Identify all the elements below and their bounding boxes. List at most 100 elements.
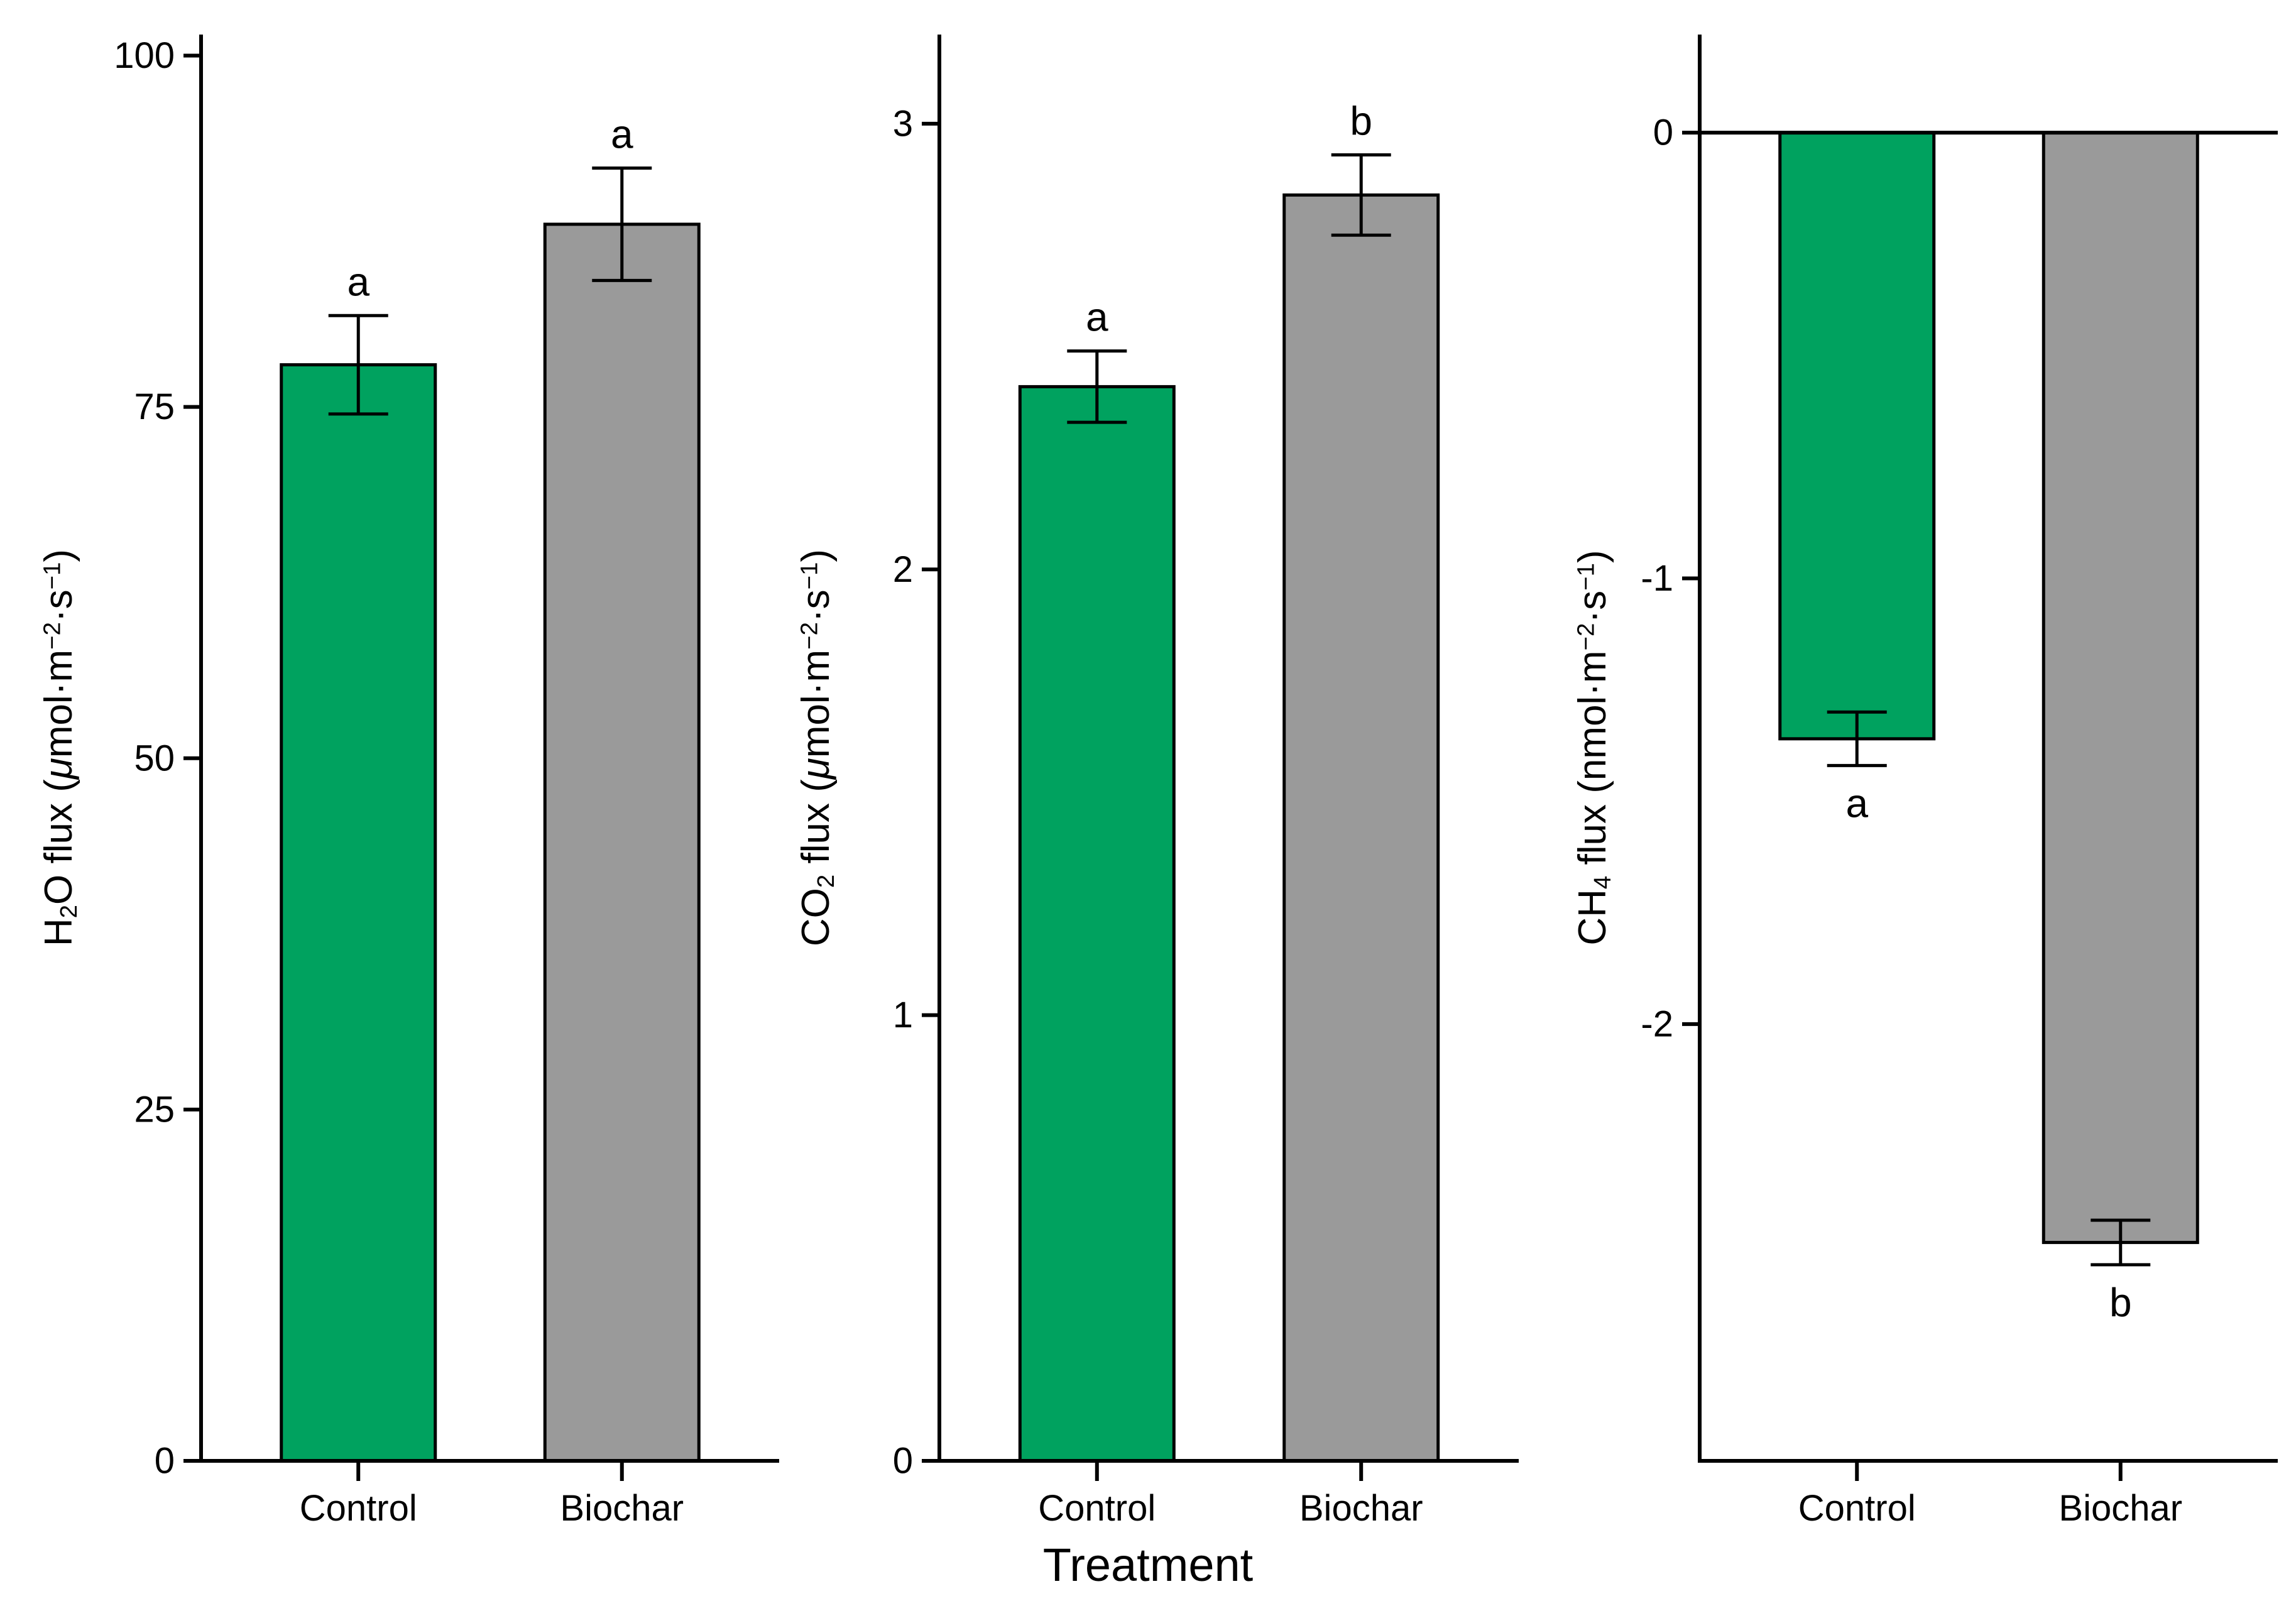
- sig-letter-h2o-flux-control: a: [347, 259, 369, 304]
- label-char: f: [1571, 854, 1615, 865]
- y-tick-label-ch4-flux-0: 0: [1653, 112, 1673, 153]
- bar-control-co2-flux: [1018, 385, 1176, 1463]
- label-char: l: [794, 695, 838, 704]
- label-char: o: [1571, 704, 1615, 726]
- label-char: (: [794, 779, 838, 792]
- x-axis-label-treatment: Treatment: [1042, 1539, 1254, 1591]
- superscript-char: −: [795, 635, 823, 650]
- label-char: ): [794, 549, 838, 562]
- label-char: O: [794, 888, 838, 919]
- label-char: ·: [794, 609, 838, 623]
- label-char: m: [37, 725, 81, 758]
- label-char: C: [794, 918, 838, 947]
- label-char: [794, 792, 838, 803]
- y-tick-label-h2o-flux-0: 0: [155, 1441, 175, 1482]
- superscript-char: 2: [1572, 623, 1600, 636]
- bar-biochar-h2o-flux: [543, 222, 701, 1463]
- label-char: [37, 863, 80, 874]
- y-tick-label-h2o-flux-25: 25: [134, 1089, 175, 1130]
- y-tick-label-co2-flux-3: 3: [893, 103, 913, 144]
- x-tick-label-co2-flux-control: Control: [1038, 1488, 1156, 1529]
- label-char: u: [37, 822, 81, 844]
- label-char: (: [37, 779, 81, 792]
- sig-letter-co2-flux-biochar: b: [1350, 99, 1372, 144]
- superscript-char: −: [1572, 636, 1600, 651]
- superscript-char: 2: [38, 622, 66, 636]
- label-char: o: [794, 703, 838, 726]
- y-tick-label-ch4-flux--2: -2: [1641, 1003, 1673, 1044]
- label-char: m: [37, 649, 81, 682]
- superscript-char: −: [1572, 576, 1600, 591]
- label-char: [794, 863, 838, 874]
- label-char: l: [794, 844, 838, 853]
- label-char: o: [37, 703, 81, 726]
- panel-ch4-flux: 0 -1 -2 Control Biochar a b: [1641, 35, 2278, 1529]
- subscript-char: 2: [812, 874, 839, 888]
- label-char: l: [37, 695, 81, 704]
- mu-char: μ: [37, 758, 81, 780]
- label-char: x: [37, 802, 81, 822]
- y-tick-label-co2-flux-1: 1: [893, 995, 913, 1035]
- x-tick-label-h2o-flux-control: Control: [300, 1488, 417, 1529]
- label-char: x: [1571, 804, 1615, 824]
- sig-letter-ch4-flux-control: a: [1845, 780, 1868, 826]
- sig-letter-ch4-flux-biochar: b: [2109, 1280, 2132, 1325]
- mu-char: μ: [794, 758, 838, 780]
- bar-biochar-co2-flux: [1282, 193, 1440, 1463]
- label-char: [1571, 794, 1614, 804]
- y-tick-label-h2o-flux-100: 100: [114, 35, 175, 76]
- label-char: ·: [37, 609, 81, 623]
- label-char: l: [1571, 845, 1615, 855]
- label-char: m: [794, 725, 838, 758]
- label-char: (: [1571, 780, 1615, 794]
- label-char: ·: [1571, 683, 1615, 696]
- superscript-char: −: [795, 575, 823, 590]
- label-char: s: [1571, 590, 1615, 610]
- sig-letter-co2-flux-control: a: [1086, 295, 1108, 340]
- label-char: l: [37, 844, 81, 853]
- panel-co2-flux: 0 1 2 3 Control Biochar a b: [893, 35, 1519, 1529]
- label-char: O: [37, 874, 81, 905]
- bar-biochar-ch4-flux: [2042, 131, 2199, 1244]
- label-char: [1571, 865, 1614, 875]
- x-tick-label-ch4-flux-biochar: Biochar: [2058, 1488, 2182, 1529]
- label-char: H: [37, 918, 81, 947]
- sig-letter-h2o-flux-biochar: a: [611, 111, 633, 156]
- superscript-char: 1: [1572, 563, 1600, 577]
- panel-h2o-flux: 0 25 50 75 100 Control Biochar a a: [114, 35, 779, 1529]
- label-char: n: [1571, 758, 1615, 781]
- y-tick-label-h2o-flux-75: 75: [134, 386, 175, 427]
- label-char: x: [794, 802, 838, 822]
- label-char: ): [1571, 550, 1615, 564]
- y-axis-label-co2-flux: CO2 flux (μmol·m−2·s−1): [794, 549, 840, 946]
- subscript-char: 2: [55, 904, 82, 919]
- bar-control-h2o-flux: [280, 363, 437, 1463]
- y-tick-label-h2o-flux-50: 50: [134, 738, 175, 778]
- label-char: ): [37, 549, 81, 562]
- label-char: C: [1571, 917, 1615, 946]
- y-axis-label-ch4-flux: CH4 flux (nmol·m−2·s−1): [1570, 550, 1617, 945]
- superscript-char: 2: [795, 622, 823, 636]
- subscript-char: 4: [1588, 875, 1616, 890]
- label-char: ·: [1571, 609, 1615, 623]
- x-tick-label-ch4-flux-control: Control: [1798, 1488, 1916, 1529]
- label-char: m: [1571, 650, 1615, 683]
- y-tick-label-co2-flux-2: 2: [893, 549, 913, 590]
- label-char: [37, 792, 80, 803]
- label-char: f: [794, 853, 838, 864]
- label-char: f: [37, 853, 81, 864]
- bar-control-ch4-flux: [1778, 131, 1936, 741]
- label-char: s: [37, 589, 81, 609]
- label-char: u: [794, 822, 838, 844]
- label-char: u: [1571, 823, 1615, 846]
- y-tick-label-co2-flux-0: 0: [893, 1441, 913, 1482]
- x-tick-label-co2-flux-biochar: Biochar: [1299, 1488, 1423, 1529]
- superscript-char: 1: [38, 562, 66, 576]
- label-char: ·: [794, 682, 838, 696]
- y-tick-label-ch4-flux--1: -1: [1641, 558, 1673, 599]
- label-char: l: [1571, 696, 1615, 705]
- y-axis-label-h2o-flux: H2O flux (μmol·m−2·s−1): [36, 549, 83, 946]
- label-char: s: [794, 589, 838, 609]
